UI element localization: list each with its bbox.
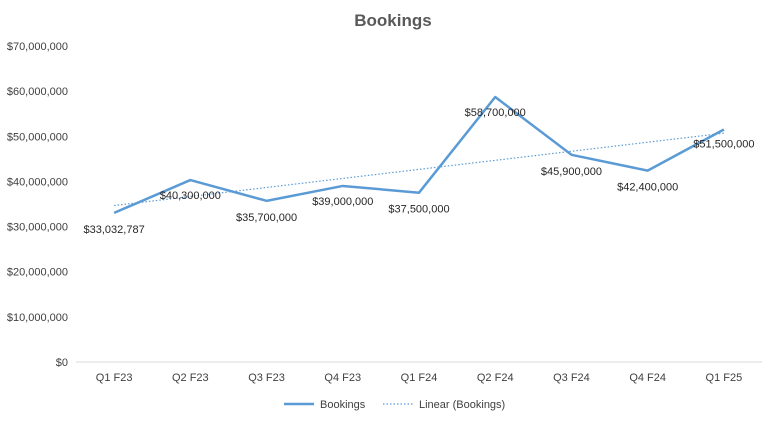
data-label: $39,000,000 bbox=[312, 196, 373, 208]
data-label: $37,500,000 bbox=[388, 204, 449, 216]
data-label: $58,700,000 bbox=[465, 107, 526, 119]
x-tick-label: Q1 F23 bbox=[96, 372, 133, 384]
y-tick-label: $10,000,000 bbox=[7, 312, 68, 324]
legend-label-bookings: Bookings bbox=[320, 399, 366, 411]
series-layer bbox=[113, 95, 725, 215]
x-tick-label: Q1 F25 bbox=[706, 372, 743, 384]
legend: Bookings Linear (Bookings) bbox=[284, 399, 505, 411]
x-axis: Q1 F23 Q2 F23 Q3 F23 Q4 F23 Q1 F24 Q2 F24 Q3 F… bbox=[96, 372, 742, 384]
series-line-bookings bbox=[113, 95, 725, 215]
data-label: $51,500,000 bbox=[693, 139, 754, 151]
trendline-layer bbox=[114, 132, 724, 207]
data-label: $45,900,000 bbox=[541, 166, 602, 178]
y-tick-label: $30,000,000 bbox=[7, 222, 68, 234]
legend-label-trendline: Linear (Bookings) bbox=[419, 399, 505, 411]
x-tick-label: Q2 F24 bbox=[477, 372, 514, 384]
y-tick-label: $40,000,000 bbox=[7, 176, 68, 188]
y-axis: $0 $10,000,000 $20,000,000 $30,000,000 $40,0… bbox=[7, 41, 68, 369]
y-tick-label: $70,000,000 bbox=[7, 41, 68, 53]
chart-title: Bookings bbox=[354, 11, 431, 30]
data-labels: $33,032,787 $40,300,000 $35,700,000 $39,000… bbox=[84, 107, 755, 236]
y-tick-label: $50,000,000 bbox=[7, 131, 68, 143]
x-tick-label: Q1 F24 bbox=[401, 372, 438, 384]
x-tick-label: Q4 F23 bbox=[324, 372, 361, 384]
x-tick-label: Q2 F23 bbox=[172, 372, 209, 384]
y-tick-label: $20,000,000 bbox=[7, 267, 68, 279]
data-label: $40,300,000 bbox=[160, 190, 221, 202]
x-tick-label: Q3 F23 bbox=[248, 372, 285, 384]
y-tick-label: $0 bbox=[56, 357, 68, 369]
data-label: $33,032,787 bbox=[84, 224, 145, 236]
data-label: $42,400,000 bbox=[617, 182, 678, 194]
x-tick-label: Q4 F24 bbox=[629, 372, 666, 384]
data-label: $35,700,000 bbox=[236, 212, 297, 224]
y-tick-label: $60,000,000 bbox=[7, 86, 68, 98]
x-tick-label: Q3 F24 bbox=[553, 372, 590, 384]
trendline-linear bbox=[114, 132, 724, 207]
